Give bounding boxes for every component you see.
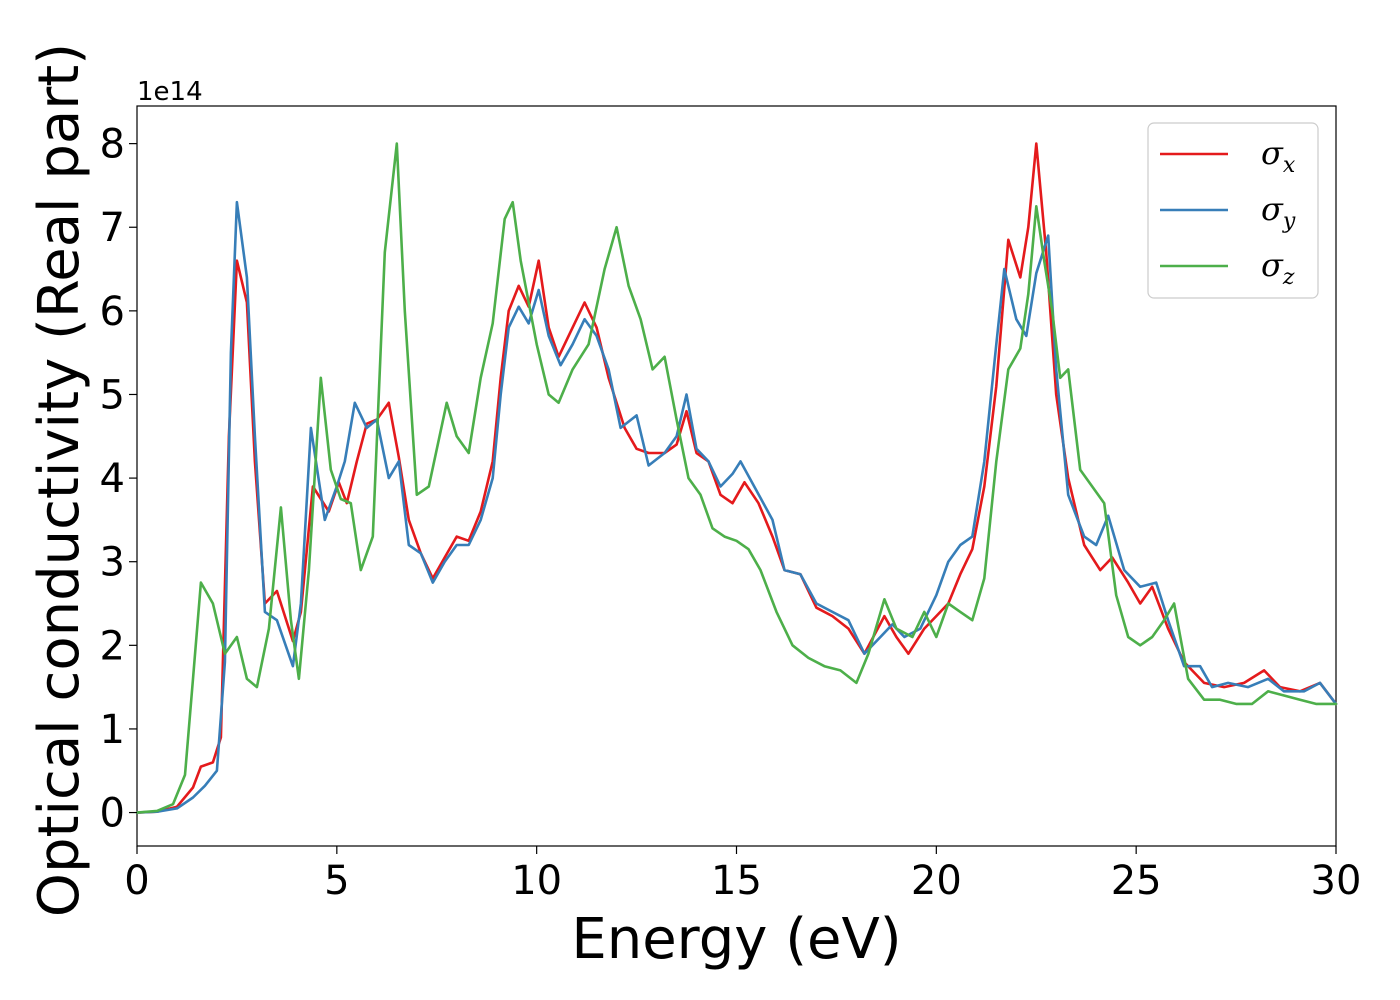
- x-tick-label: 20: [911, 858, 962, 904]
- y-tick-label: 2: [100, 623, 125, 669]
- x-tick-label: 15: [711, 858, 762, 904]
- y-tick-label: 5: [100, 372, 125, 418]
- legend-label-x: σx: [1261, 134, 1296, 178]
- series-layer: [135, 142, 1338, 814]
- x-axis-title: Energy (eV): [571, 907, 901, 972]
- y-tick-label: 1: [100, 707, 125, 753]
- legend-label-z: σz: [1261, 246, 1295, 290]
- legend-box: [1147, 122, 1319, 299]
- y-tick-label: 3: [100, 540, 125, 586]
- x-axis: 0 5 10 15 20 25 30: [124, 846, 1361, 904]
- x-tick-label: 30: [1311, 858, 1362, 904]
- y-axis: 0 1 2 3 4 5 6 7 8: [100, 122, 137, 837]
- x-tick-label: 0: [124, 858, 149, 904]
- legend-label-y: σy: [1261, 190, 1296, 234]
- x-tick-label: 5: [324, 858, 349, 904]
- y-tick-label: 8: [100, 122, 125, 168]
- y-tick-label: 6: [100, 289, 125, 335]
- x-tick-label: 10: [511, 858, 562, 904]
- y-axis-title: Optical conductivity (Real part): [27, 43, 92, 917]
- legend: σx σy σz: [1147, 122, 1319, 299]
- x-tick-label: 25: [1111, 858, 1162, 904]
- series-line-z: [135, 142, 1338, 814]
- series-line-y: [135, 200, 1338, 814]
- y-tick-label: 0: [100, 791, 125, 837]
- y-tick-label: 4: [100, 456, 125, 502]
- y-offset-label: 1e14: [137, 77, 203, 107]
- y-tick-label: 7: [100, 205, 125, 251]
